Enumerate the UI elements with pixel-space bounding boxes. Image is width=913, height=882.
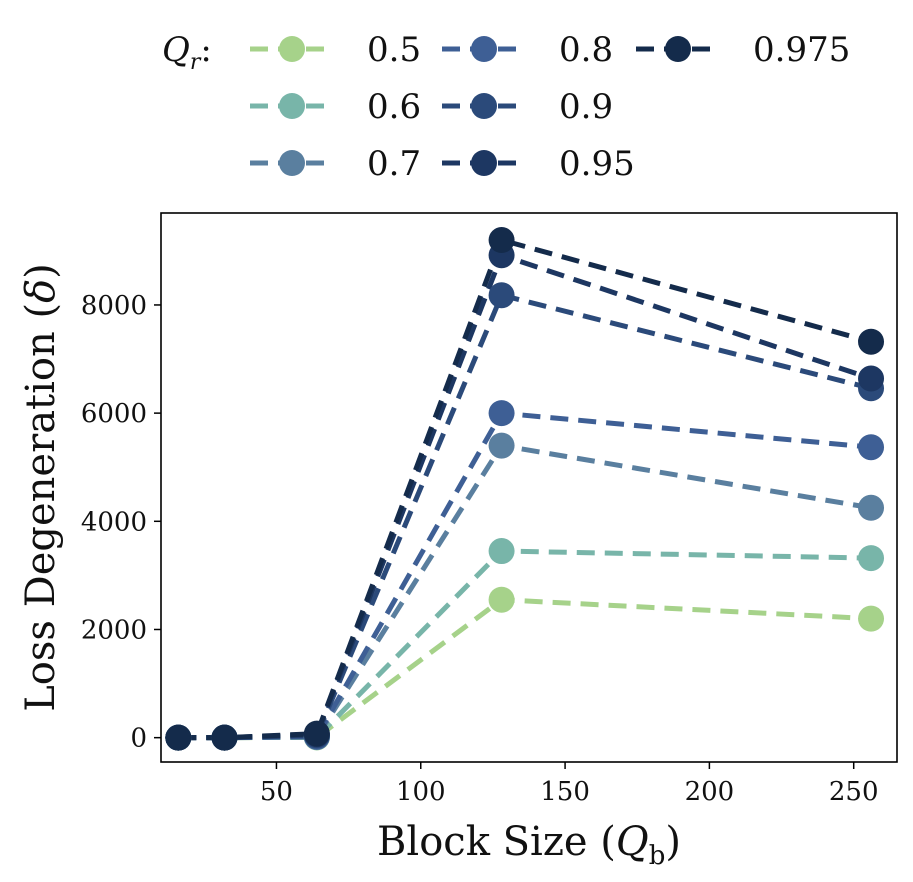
- legend-item-0.9: 0.9: [442, 87, 613, 127]
- legend-item-0.7: 0.7: [250, 144, 421, 184]
- legend-item-0.8: 0.8: [442, 30, 613, 70]
- series-line-0.975: [178, 237, 872, 741]
- data-point-0.5: [488, 586, 515, 613]
- legend-marker: [279, 150, 305, 176]
- legend-marker: [471, 150, 497, 176]
- legend-item-0.6: 0.6: [250, 87, 421, 127]
- x-axis: 50 100 150 200 250: [260, 762, 879, 807]
- legend-label: 0.975: [753, 30, 850, 70]
- data-point-0.975: [303, 720, 330, 747]
- data-point-0.8: [488, 400, 515, 427]
- y-tick-label: 4000: [81, 507, 147, 537]
- legend-label: 0.95: [559, 144, 635, 184]
- y-tick-label: 2000: [81, 615, 147, 645]
- series-line-0.5: [178, 597, 872, 741]
- series-line-0.95: [178, 252, 872, 741]
- data-point-0.975: [858, 328, 885, 355]
- y-axis: 0 2000 4000 6000 8000: [81, 291, 161, 754]
- data-point-0.6: [858, 545, 885, 572]
- legend-title: Qr:: [162, 30, 212, 75]
- y-tick-label: 0: [130, 724, 147, 754]
- x-axis-label: Block Size (Qb): [377, 819, 681, 871]
- legend-label: 0.8: [559, 30, 613, 70]
- x-tick-label: 150: [540, 777, 590, 807]
- data-point-0.975: [488, 227, 515, 254]
- legend-item-0.975: 0.975: [636, 30, 850, 70]
- legend-label: 0.6: [367, 87, 421, 127]
- series-line-0.6: [178, 548, 872, 741]
- data-point-0.975: [165, 724, 192, 751]
- legend-marker: [471, 93, 497, 119]
- x-tick-label: 200: [685, 777, 735, 807]
- data-point-0.975: [211, 724, 238, 751]
- x-tick-label: 50: [260, 777, 293, 807]
- series-line-0.9: [178, 292, 872, 741]
- y-axis-label: Loss Degeneration (δ): [18, 263, 64, 712]
- y-tick-label: 6000: [81, 399, 147, 429]
- data-point-0.6: [488, 538, 515, 565]
- plot-frame: [160, 212, 898, 763]
- series-markers: [165, 227, 885, 751]
- legend-marker: [665, 36, 691, 62]
- x-tick-label: 100: [396, 777, 446, 807]
- series-lines: [178, 237, 872, 741]
- x-tick-label: 250: [829, 777, 879, 807]
- legend-label: 0.9: [559, 87, 613, 127]
- data-point-0.7: [858, 494, 885, 521]
- legend-label: 0.5: [367, 30, 421, 70]
- legend-marker: [471, 36, 497, 62]
- data-point-0.8: [858, 434, 885, 461]
- data-point-0.9: [488, 282, 515, 309]
- legend: 0.5 0.6 0.7 0.8 0.9 0.95 0.975: [250, 30, 850, 184]
- legend-item-0.95: 0.95: [442, 144, 635, 184]
- legend-item-0.5: 0.5: [250, 30, 421, 70]
- legend-label: 0.7: [367, 144, 421, 184]
- series-line-0.8: [178, 410, 872, 741]
- data-point-0.95: [858, 365, 885, 392]
- y-tick-label: 8000: [81, 291, 147, 321]
- data-point-0.7: [488, 432, 515, 459]
- legend-marker: [279, 36, 305, 62]
- legend-marker: [279, 93, 305, 119]
- data-point-0.5: [858, 605, 885, 632]
- series-line-0.7: [178, 443, 872, 741]
